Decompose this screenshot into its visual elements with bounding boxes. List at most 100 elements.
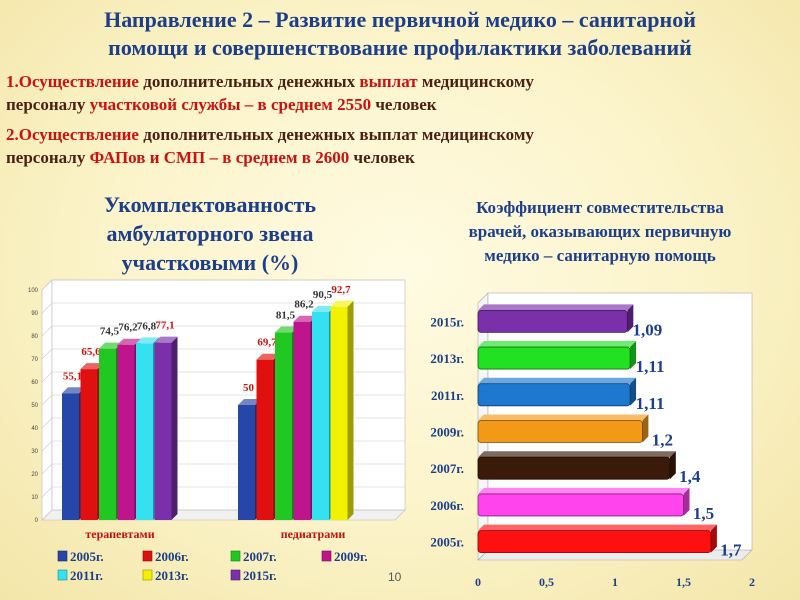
item-1-part: медицинскому: [417, 72, 534, 91]
y-tick-label: 30: [31, 449, 38, 455]
bar-side: [669, 451, 676, 480]
y-tick-label: 80: [31, 334, 38, 340]
data-label: 77,1: [155, 320, 174, 332]
left-chart-title-line: Укомплектованность: [103, 192, 317, 217]
gridline: [41, 302, 405, 314]
item-1-part: выплат: [359, 72, 418, 91]
bar: [477, 493, 684, 517]
x-tick-label: 0,5: [539, 575, 554, 589]
bar-side: [642, 414, 649, 443]
legend-label: 2007г.: [243, 549, 277, 564]
legend-swatch: [57, 569, 68, 581]
left-chart-title-line: амбулаторного звена: [106, 221, 314, 246]
bar: [62, 393, 79, 520]
bar-top: [62, 387, 85, 394]
legend-label: 2015г.: [243, 568, 277, 583]
y-tick-label: 100: [28, 288, 39, 294]
bar: [117, 344, 135, 520]
y-tick-label: 50: [31, 403, 38, 409]
title-line-2: помощи и совершенствование профилактики …: [108, 35, 692, 60]
title-line-1: Направление 2 – Развитие первичной медик…: [104, 7, 696, 32]
bar-top: [275, 326, 298, 333]
y-tick-label: 10: [31, 495, 38, 501]
legend-label: 2005г.: [70, 549, 104, 564]
item-2-part: ФАПов и СМП – в среднем в 2600: [89, 148, 350, 167]
bar-top: [330, 300, 354, 307]
data-label: 69,7: [257, 337, 277, 349]
item-2-part: дополнительных денежных выплат медицинск…: [143, 125, 534, 144]
y-tick-label: 40: [31, 426, 38, 432]
category-label: терапевтами: [85, 527, 154, 541]
bar: [136, 343, 153, 520]
bar: [477, 456, 671, 480]
page-number: 10: [388, 570, 402, 584]
data-label: 1,11: [636, 357, 665, 376]
data-label: 81,5: [276, 310, 296, 322]
data-label: 92,7: [331, 284, 351, 296]
bar-side: [171, 336, 178, 520]
data-label: 76,8: [137, 320, 157, 332]
bar-side: [347, 300, 354, 520]
right-chart-title-line: врачей, оказывающих первичную: [468, 222, 732, 241]
bar-top: [136, 337, 159, 344]
item-1-part: 1.Осуществление: [6, 72, 144, 91]
x-tick-label: 0: [475, 575, 481, 589]
legend-swatch: [57, 550, 68, 562]
item-1-part: человек: [371, 95, 437, 114]
data-label: 90,5: [313, 289, 333, 301]
bar: [256, 359, 274, 520]
category-label: 2007г.: [430, 461, 464, 476]
right-chart-title-line: медико – санитарную помощь: [484, 246, 716, 265]
data-label: 1,09: [632, 320, 662, 339]
bar-top: [478, 451, 676, 458]
y-tick-label: 70: [31, 357, 38, 363]
category-label: 2011г.: [431, 388, 464, 403]
bar-top: [256, 353, 280, 360]
bar: [238, 405, 255, 520]
legend-label: 2013г.: [155, 568, 189, 583]
data-label: 50: [243, 382, 255, 394]
data-label: 74,5: [100, 326, 120, 338]
bar: [293, 321, 311, 520]
bar-top: [80, 363, 104, 370]
left-chart-title: Укомплектованность амбулаторного звена у…: [60, 190, 360, 277]
item-1-part: участковой службы – в среднем 2550: [89, 95, 372, 114]
bar: [312, 311, 329, 520]
gridline: [41, 325, 405, 337]
gridline: [41, 279, 405, 291]
bar-side: [630, 377, 637, 406]
bar-top: [293, 315, 317, 322]
legend-swatch: [142, 569, 153, 581]
bar: [477, 346, 631, 370]
data-label: 1,5: [693, 504, 714, 523]
bar-side: [683, 487, 690, 516]
bar: [80, 369, 98, 520]
y-tick-label: 60: [31, 380, 38, 386]
legend-swatch: [230, 550, 241, 562]
bar: [477, 383, 631, 407]
legend-label: 2006г.: [155, 549, 189, 564]
bar: [477, 309, 628, 333]
x-tick-label: 2: [749, 575, 755, 589]
bar-top: [478, 414, 649, 421]
legend-swatch: [230, 569, 241, 581]
bar-top: [99, 342, 122, 349]
data-label: 1,4: [679, 467, 701, 486]
bar-top: [238, 399, 261, 405]
item-2-part: человек: [349, 148, 415, 167]
data-label: 1,2: [652, 431, 673, 450]
item-1: 1.Осуществление дополнительных денежных …: [6, 70, 786, 116]
category-label: 2005г.: [430, 535, 464, 550]
category-label: 2009г.: [430, 425, 464, 440]
legend-swatch: [142, 550, 153, 562]
data-label: 1,11: [636, 394, 665, 413]
x-tick-label: 1: [612, 575, 618, 589]
category-label: 2013г.: [430, 351, 464, 366]
right-chart-title: Коэффициент совместительства врачей, ока…: [415, 196, 785, 268]
y-tick-label: 0: [35, 518, 39, 524]
bar-top: [117, 338, 141, 345]
data-label: 86,2: [294, 299, 314, 311]
data-label: 76,2: [118, 322, 138, 334]
bar-side: [630, 341, 637, 370]
